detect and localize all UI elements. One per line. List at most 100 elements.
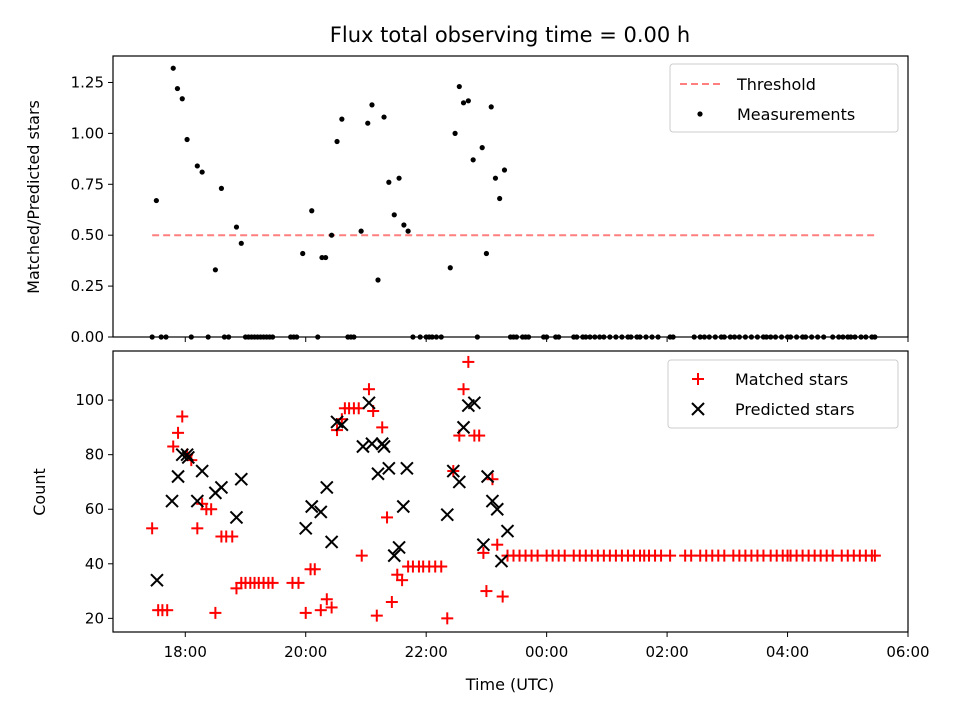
matched-star-point xyxy=(477,546,490,559)
matched-star-point xyxy=(496,590,509,603)
predicted-star-point xyxy=(456,420,471,435)
legend-threshold-label: Threshold xyxy=(736,75,816,94)
predicted-star-point xyxy=(476,537,491,552)
measurement-point xyxy=(199,169,205,175)
measurement-point xyxy=(194,163,200,169)
x-tick-label: 18:00 xyxy=(164,643,207,661)
x-tick-label: 00:00 xyxy=(525,643,568,661)
measurement-point xyxy=(358,228,364,234)
measurement-point xyxy=(396,175,402,181)
matched-star-point xyxy=(381,511,394,524)
predicted-star-point xyxy=(234,472,248,486)
measurement-point xyxy=(447,265,453,271)
legend-predicted-swatch xyxy=(691,402,705,416)
measurement-point xyxy=(488,104,494,110)
predicted-star-point xyxy=(500,524,515,538)
measurement-point xyxy=(309,208,315,214)
top-y-tick-label: 0.75 xyxy=(71,175,104,193)
predicted-star-point xyxy=(440,507,454,522)
bottom-y-tick-label: 100 xyxy=(75,391,104,409)
bottom-plot-layer xyxy=(146,355,881,625)
predicted-star-point xyxy=(171,469,185,484)
measurement-point xyxy=(184,136,190,143)
measurement-point xyxy=(170,65,176,71)
matched-star-point xyxy=(362,383,375,396)
measurement-point xyxy=(300,250,306,257)
matched-star-point xyxy=(435,560,448,573)
predicted-star-point xyxy=(446,464,460,478)
predicted-star-point xyxy=(180,447,194,462)
legend-predicted-label: Predicted stars xyxy=(735,400,855,419)
predicted-star-point xyxy=(299,521,313,536)
matched-star-point xyxy=(376,421,389,434)
measurement-point xyxy=(334,138,340,145)
chart-title: Flux total observing time = 0.00 h xyxy=(330,23,690,47)
predicted-star-point xyxy=(467,396,482,410)
measurement-point xyxy=(492,175,499,181)
top-y-tick-label: 1.25 xyxy=(71,73,104,91)
measurement-point xyxy=(456,83,462,90)
measurement-point xyxy=(483,250,490,257)
matched-star-point xyxy=(176,410,189,423)
predicted-star-point xyxy=(195,464,209,478)
measurement-point xyxy=(465,98,471,104)
predicted-star-point xyxy=(362,396,376,410)
predicted-star-point xyxy=(494,554,509,568)
x-axis-label: Time (UTC) xyxy=(465,675,554,694)
predicted-star-point xyxy=(396,499,411,514)
matched-star-point xyxy=(209,606,222,619)
x-tick-label: 04:00 xyxy=(766,643,809,661)
bottom-axes-frame xyxy=(112,350,909,633)
measurement-point xyxy=(174,85,181,92)
predicted-star-point xyxy=(356,439,370,454)
measurement-point xyxy=(501,167,508,173)
legend-matched-swatch xyxy=(692,373,704,385)
predicted-star-point xyxy=(214,480,229,495)
x-tick-label: 02:00 xyxy=(645,643,688,661)
matched-star-point xyxy=(396,574,409,587)
x-tick-label: 06:00 xyxy=(886,643,929,661)
measurement-point xyxy=(386,179,392,185)
bottom-y-axis-label: Count xyxy=(30,468,49,516)
predicted-star-point xyxy=(314,505,328,519)
top-y-tick-label: 0.00 xyxy=(71,328,104,346)
predicted-star-point xyxy=(377,439,391,454)
predicted-star-point xyxy=(335,417,349,432)
matched-star-point xyxy=(161,604,174,617)
bottom-x-ticks: 18:00 20:00 22:00 00:00 02:00 04:00 06:00 xyxy=(164,632,930,661)
bottom-y-tick-label: 60 xyxy=(85,500,104,518)
legend-matched-label: Matched stars xyxy=(735,370,848,389)
matched-star-point xyxy=(441,612,454,625)
matched-star-point xyxy=(385,595,398,608)
measurement-point xyxy=(233,224,240,230)
matched-star-point xyxy=(167,440,180,453)
matched-star-point xyxy=(486,473,499,486)
matched-star-point xyxy=(457,383,470,396)
matched-star-point xyxy=(868,549,881,562)
matched-star-point xyxy=(664,549,677,562)
predicted-star-point xyxy=(400,461,414,476)
bottom-y-tick-label: 40 xyxy=(85,555,104,573)
measurement-point xyxy=(479,145,485,151)
measurement-point xyxy=(329,232,335,238)
matched-star-point xyxy=(491,538,504,551)
top-y-tick-label: 0.25 xyxy=(71,277,104,295)
top-y-tick-label: 1.00 xyxy=(71,124,104,142)
predicted-star-point xyxy=(480,469,495,484)
matched-star-point xyxy=(205,503,218,516)
matched-star-point xyxy=(480,585,493,598)
legend-measurements-swatch xyxy=(697,111,703,117)
measurement-point xyxy=(319,254,325,261)
matched-star-point xyxy=(335,413,348,426)
bottom-y-tick-label: 20 xyxy=(85,609,104,627)
top-x-ticks xyxy=(184,337,909,342)
matched-star-point xyxy=(462,355,475,368)
predicted-star-point xyxy=(320,480,334,495)
matched-star-point xyxy=(325,601,338,614)
predicted-star-point xyxy=(371,467,385,481)
predicted-star-point xyxy=(382,461,396,476)
measurement-point xyxy=(365,120,371,126)
x-tick-label: 20:00 xyxy=(284,643,327,661)
top-axes: 0.00 0.25 0.50 0.75 1.00 1.25 Matched/Predict… xyxy=(24,55,909,346)
